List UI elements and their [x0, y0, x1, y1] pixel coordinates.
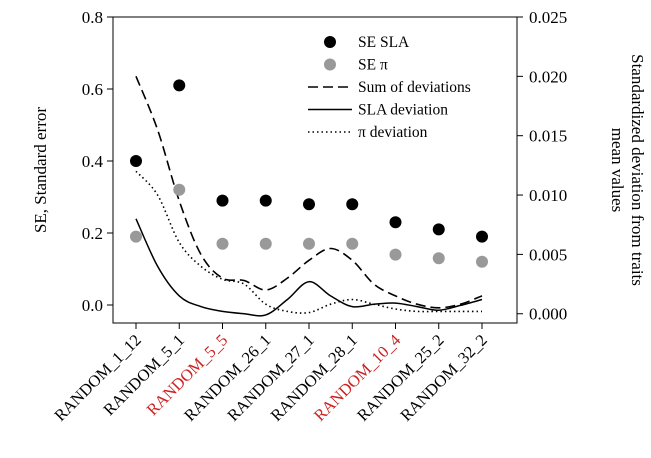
line-series-dashed: [135, 76, 483, 309]
axes: 0.0 0.2 0.4 0.6 0.8 0.000 0.005 0.010 0.015 0.020…: [31, 8, 647, 425]
se-pi-point: [130, 230, 142, 243]
right-tick-label: 0.015: [529, 127, 567, 146]
legend-label: π deviation: [358, 124, 428, 141]
left-axis-title: SE, Standard error: [31, 107, 50, 233]
se-sla-point: [389, 216, 402, 229]
right-tick-label: 0.025: [529, 8, 567, 27]
legend-label: SE π: [358, 57, 388, 74]
left-tick-label: 0.2: [82, 224, 103, 243]
se-sla-point: [259, 194, 272, 207]
left-tick-label: 0.6: [82, 80, 103, 99]
left-tick-label: 0.8: [82, 8, 103, 27]
right-axis-title-line2: mean values: [608, 128, 627, 213]
line-series-solid: [135, 218, 483, 317]
legend-label: Sum of deviations: [358, 79, 471, 96]
right-tick-label: 0.005: [529, 245, 567, 264]
line-series-dotted: [135, 170, 482, 314]
plot-area: [112, 16, 518, 324]
legend: SE SLA SE π Sum of deviations SLA deviation…: [308, 34, 471, 141]
se-sla-point: [130, 155, 142, 167]
legend-marker-dot: [324, 36, 336, 48]
left-tick-label: 0.0: [82, 296, 103, 315]
se-sla-point: [216, 194, 229, 207]
legend-marker-dot: [324, 58, 336, 71]
left-tick-label: 0.4: [82, 152, 104, 171]
se-sla-point: [432, 223, 445, 236]
se-sla-point: [476, 230, 488, 243]
se-pi-point: [432, 252, 445, 265]
se-sla-point: [173, 79, 186, 92]
legend-label: SLA deviation: [358, 102, 448, 119]
se-pi-point: [303, 237, 315, 250]
right-tick-label: 0.010: [529, 186, 567, 205]
se-sla-point: [346, 198, 359, 211]
series: [130, 76, 488, 317]
legend-label: SE SLA: [358, 34, 410, 51]
se-pi-point: [389, 248, 402, 261]
right-tick-label: 0.020: [529, 67, 567, 86]
right-tick-label: 0.000: [529, 305, 567, 324]
plot-frame: [112, 16, 518, 324]
se-sla-point: [303, 198, 315, 211]
se-pi-point: [173, 183, 186, 196]
se-pi-point: [346, 237, 359, 250]
se-pi-point: [216, 237, 229, 250]
se-pi-point: [259, 237, 272, 250]
se-pi-point: [476, 255, 488, 268]
right-axis-title-line1: Standardized deviation from traits: [628, 54, 647, 286]
